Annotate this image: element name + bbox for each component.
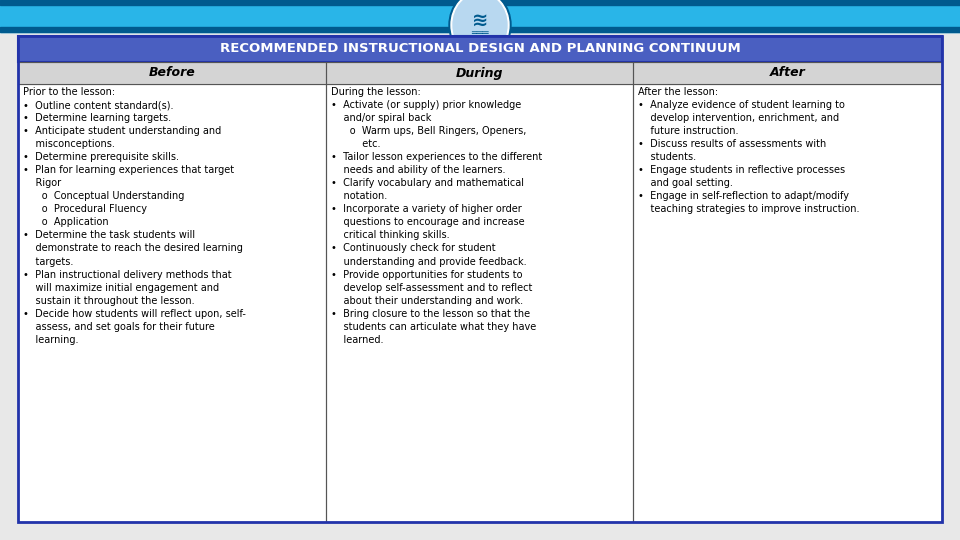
Bar: [0, 27, 960, 32]
Bar: [325, 84, 634, 522]
Text: During: During: [456, 66, 503, 79]
Bar: [0, 0, 960, 32]
Text: ═══: ═══: [471, 28, 489, 38]
Bar: [634, 62, 942, 84]
Text: RECOMMENDED INSTRUCTIONAL DESIGN AND PLANNING CONTINUUM: RECOMMENDED INSTRUCTIONAL DESIGN AND PLA…: [220, 43, 740, 56]
Bar: [325, 62, 634, 84]
Text: During the lesson:
•  Activate (or supply) prior knowledge
    and/or spiral bac: During the lesson: • Activate (or supply…: [330, 87, 542, 345]
Bar: [18, 84, 325, 522]
Bar: [0, 0, 960, 5]
Text: After: After: [770, 66, 805, 79]
Text: ≋: ≋: [471, 10, 489, 30]
Ellipse shape: [449, 0, 511, 60]
Bar: [18, 62, 325, 84]
Bar: [634, 84, 942, 522]
Bar: [18, 62, 325, 84]
Bar: [18, 36, 942, 62]
Text: After the lesson:
•  Analyze evidence of student learning to
    develop interve: After the lesson: • Analyze evidence of …: [638, 87, 860, 214]
Bar: [18, 36, 942, 62]
Ellipse shape: [451, 0, 509, 58]
Bar: [325, 62, 634, 84]
Bar: [325, 84, 634, 522]
Text: Before: Before: [149, 66, 195, 79]
Bar: [634, 84, 942, 522]
Ellipse shape: [453, 0, 507, 56]
Bar: [18, 84, 325, 522]
Text: Prior to the lesson:
•  Outline content standard(s).
•  Determine learning targe: Prior to the lesson: • Outline content s…: [23, 87, 246, 345]
Bar: [634, 62, 942, 84]
